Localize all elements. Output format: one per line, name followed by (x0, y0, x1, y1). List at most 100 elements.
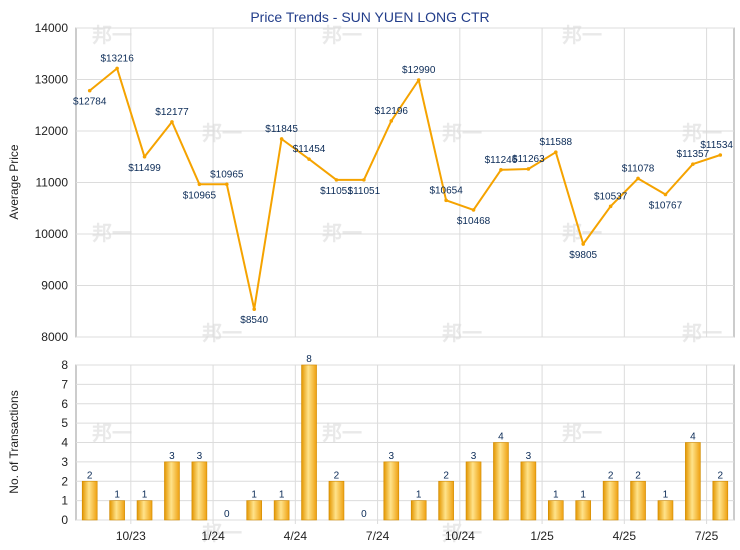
svg-text:邦一: 邦一 (322, 421, 362, 445)
transaction-bar (630, 480, 646, 521)
price-point (471, 208, 476, 212)
svg-text:邦一: 邦一 (202, 321, 242, 345)
price-data-label: $11051 (348, 186, 381, 197)
transactions-y-axis-label: No. of Transactions (7, 390, 21, 493)
price-data-label: $11246 (485, 155, 518, 166)
price-data-label: $9805 (569, 250, 597, 261)
transaction-data-label: 8 (306, 354, 312, 365)
transaction-data-label: 0 (224, 509, 230, 520)
price-y-tick-label: 8000 (41, 330, 68, 344)
price-point (499, 168, 503, 172)
transaction-bar (246, 500, 263, 521)
price-point (608, 204, 613, 209)
price-line (89, 67, 721, 311)
transaction-data-label: 3 (169, 451, 175, 462)
svg-text:邦一: 邦一 (322, 221, 362, 245)
transactions-y-tick-label: 2 (61, 474, 68, 488)
transactions-y-axis: 0 1 2 3 4 5 6 7 8 (61, 358, 68, 527)
svg-text:邦一: 邦一 (442, 321, 482, 345)
price-point (362, 178, 366, 182)
transaction-bar (301, 364, 317, 521)
price-data-label: $11078 (622, 163, 655, 174)
transaction-bar (164, 461, 180, 521)
price-y-tick-label: 14000 (35, 21, 69, 35)
transaction-bar (465, 461, 482, 521)
price-point (444, 198, 448, 203)
svg-text:邦一: 邦一 (442, 521, 482, 545)
price-y-axis: 8000 9000 10000 11000 12000 13000 14000 (35, 21, 69, 344)
x-tick-label: 4/25 (613, 529, 637, 543)
x-tick-label: 10/23 (116, 529, 146, 543)
price-data-label: $10654 (429, 185, 463, 196)
price-grid (75, 27, 735, 338)
price-y-tick-label: 10000 (35, 227, 69, 241)
transaction-bar (410, 500, 427, 521)
price-point (718, 153, 723, 157)
price-data-label: $10468 (457, 216, 491, 227)
price-data-label: $10537 (594, 191, 628, 202)
price-point (416, 78, 421, 82)
transaction-data-label: 1 (114, 490, 120, 501)
x-tick-label: 4/24 (284, 529, 308, 543)
transaction-data-label: 4 (498, 432, 504, 443)
price-data-label: $8540 (240, 315, 268, 326)
price-point (170, 120, 174, 124)
transaction-bar (109, 500, 125, 521)
svg-text:邦一: 邦一 (682, 321, 722, 345)
transaction-data-label: 2 (635, 470, 641, 481)
transactions-y-tick-label: 1 (61, 494, 68, 508)
price-data-label: $11263 (512, 154, 545, 165)
transaction-data-label: 3 (471, 451, 477, 462)
transaction-bar (136, 500, 153, 521)
transaction-bar (602, 480, 619, 521)
transaction-bar (547, 500, 564, 521)
transaction-data-label: 2 (443, 470, 449, 481)
svg-text:邦一: 邦一 (322, 23, 362, 47)
price-point (636, 176, 640, 181)
transaction-bar (273, 500, 290, 521)
svg-text:邦一: 邦一 (202, 521, 242, 545)
price-y-tick-label: 9000 (41, 279, 68, 293)
transaction-bar (657, 500, 674, 521)
transaction-data-label: 1 (142, 490, 148, 501)
price-y-axis-label: Average Price (7, 144, 21, 219)
price-data-label: $10965 (183, 190, 217, 201)
price-data-label: $10767 (649, 200, 683, 211)
transactions-y-tick-label: 4 (61, 436, 68, 450)
price-point (389, 119, 394, 123)
transactions-y-tick-label: 0 (61, 513, 68, 527)
price-point (581, 242, 586, 246)
watermark-layer: 邦一 邦一 邦一 邦一 邦一 邦一 邦一 邦一 邦一 邦一 邦一 邦一 邦一 邦一 邦一 邦一 邦一 (92, 23, 722, 545)
transaction-bar (685, 442, 701, 521)
chart-title: Price Trends - SUN YUEN LONG CTR (250, 9, 489, 25)
transaction-data-label: 1 (580, 490, 586, 501)
transaction-bar (191, 461, 208, 521)
transaction-bar (81, 480, 98, 521)
x-tick-label: 1/24 (201, 529, 225, 543)
price-data-label: $12784 (73, 97, 107, 108)
svg-text:邦一: 邦一 (92, 221, 132, 245)
svg-text:邦一: 邦一 (562, 23, 602, 47)
transaction-data-label: 1 (416, 490, 422, 501)
price-data-label: $11454 (293, 144, 326, 155)
transaction-data-label: 1 (553, 490, 559, 501)
price-data-label: $13216 (100, 53, 134, 64)
price-point (87, 88, 92, 93)
price-point (279, 137, 284, 141)
transaction-bar (438, 480, 454, 521)
x-tick-label: 10/24 (445, 529, 475, 543)
transaction-data-label: 3 (197, 451, 203, 462)
x-tick-label: 1/25 (530, 529, 554, 543)
transaction-data-label: 2 (334, 470, 340, 481)
transaction-data-label: 0 (361, 509, 367, 520)
transaction-data-label: 1 (663, 490, 669, 501)
svg-text:邦一: 邦一 (682, 121, 722, 145)
price-point (115, 66, 119, 71)
transaction-bar (575, 500, 592, 521)
price-data-label: $11499 (128, 163, 161, 174)
transactions-y-tick-label: 5 (61, 416, 68, 430)
price-point (663, 192, 668, 197)
price-point (197, 182, 202, 187)
price-data-label: $11051 (320, 186, 353, 197)
